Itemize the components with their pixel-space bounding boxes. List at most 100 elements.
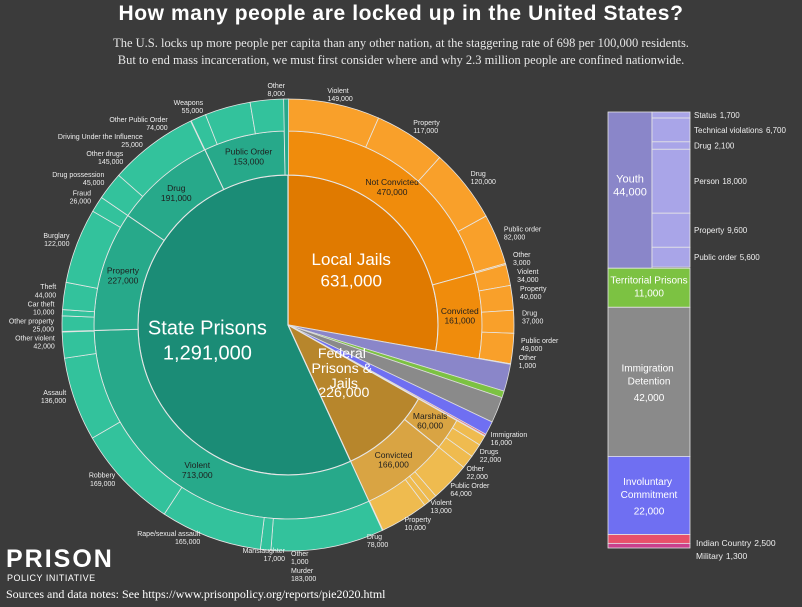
outer-label-name: Drug <box>522 311 537 318</box>
column-sub-label: Public order 5,600 <box>694 253 760 262</box>
outer-label-value: 49,000 <box>521 346 543 353</box>
column-sub-name: Technical violations <box>694 126 763 135</box>
outer-label-name: Fraud <box>73 191 91 198</box>
outer-label-name: Driving Under the Influence <box>58 134 143 141</box>
outer-label: Theft 44,000 <box>35 284 57 299</box>
outer-label-name: Other <box>267 83 285 90</box>
outer-label-value: 82,000 <box>504 234 526 241</box>
outer-label: Drug possession 45,000 <box>52 172 104 187</box>
outer-label: Other 1,000 <box>291 551 309 566</box>
outer-label-name: Property <box>405 517 432 524</box>
column-label: Indian Country 2,500 <box>696 538 776 548</box>
column-block <box>607 267 691 308</box>
outer-label: Robbery 169,000 <box>89 473 116 488</box>
outer-label-value: 145,000 <box>98 159 123 166</box>
outer-label-value: 78,000 <box>367 542 389 549</box>
outer-label-value: 25,000 <box>121 142 143 149</box>
logo-subtitle: POLICY INITIATIVE <box>7 573 96 583</box>
outer-label-value: 34,000 <box>517 277 539 284</box>
column-value: 42,000 <box>634 393 665 404</box>
column-block <box>607 542 691 549</box>
column-sub-block <box>651 111 691 119</box>
outer-label-name: Other Public Order <box>109 117 168 124</box>
outer-label-value: 8,000 <box>267 91 285 98</box>
column-sub-name: Public order <box>694 253 737 262</box>
outer-label-name: Immigration <box>491 432 528 439</box>
ring-label-name: Drug <box>167 183 186 193</box>
chart-subtitle: The U.S. locks up more people per capita… <box>113 36 689 50</box>
outer-label-name: Other drugs <box>86 151 123 158</box>
outer-label-value: 120,000 <box>471 179 496 186</box>
outer-label-value: 16,000 <box>491 440 513 447</box>
source-note: Sources and data notes: See https://www.… <box>6 587 386 601</box>
ring-label: Property 227,000 <box>107 266 140 286</box>
outer-label: Public Order 64,000 <box>450 483 490 498</box>
outer-label-name: Weapons <box>174 100 204 107</box>
column-sub-label: Status 1,700 <box>694 111 740 120</box>
outer-label-value: 55,000 <box>182 108 204 115</box>
column-value: 11,000 <box>634 289 664 300</box>
column-sub-block <box>651 141 691 150</box>
outer-label: Other 1,000 <box>519 355 537 370</box>
outer-label-name: Property <box>520 286 547 293</box>
outer-label-value: 3,000 <box>513 260 531 267</box>
outer-label: Violent 149,000 <box>327 88 352 103</box>
outer-label: Other 3,000 <box>513 252 531 267</box>
ring-label: Drug 191,000 <box>161 183 192 203</box>
ring-label-name: Marshals <box>413 411 447 421</box>
outer-label-value: 165,000 <box>175 539 200 546</box>
outer-segment <box>249 98 286 135</box>
column-sub-label: Person 18,000 <box>694 177 747 186</box>
wedge-label: State Prisons <box>148 318 267 340</box>
outer-label-value: 26,000 <box>70 199 92 206</box>
outer-label-name: Drug <box>471 171 486 178</box>
column-sub-value: 6,700 <box>766 126 787 135</box>
column-sub-block <box>651 117 691 143</box>
outer-segment <box>481 309 515 334</box>
outer-label-value: 45,000 <box>83 180 105 187</box>
outer-label: Drugs 22,000 <box>480 449 502 464</box>
column-sub-label: Property 9,600 <box>694 226 748 235</box>
column-name: Military <box>696 551 724 561</box>
ring-label-value: 713,000 <box>182 470 213 480</box>
chart-title: How many people are locked up in the Uni… <box>118 2 683 25</box>
outer-label-name: Car theft <box>28 301 55 308</box>
outer-label-name: Drugs <box>480 449 499 456</box>
column-sub-value: 5,600 <box>740 253 761 262</box>
ring-label-name: Public Order <box>225 147 272 157</box>
outer-label-name: Other <box>291 551 309 558</box>
column-sub-label: Drug 2,100 <box>694 142 735 151</box>
ring-segment <box>283 98 290 176</box>
column-value: 1,300 <box>726 551 748 561</box>
outer-label-name: Rape/sexual assault <box>137 531 200 538</box>
outer-label-value: 10,000 <box>33 309 55 316</box>
column-sub-block <box>651 246 691 268</box>
outer-label: Car theft 10,000 <box>28 301 55 316</box>
outer-label-value: 169,000 <box>90 481 115 488</box>
outer-label-name: Robbery <box>89 473 116 480</box>
logo: PRISON <box>6 545 114 573</box>
column-block <box>607 455 691 535</box>
ring-label-name: Convicted <box>375 450 413 460</box>
outer-label: Rape/sexual assault 165,000 <box>137 531 200 546</box>
outer-label: Other property 25,000 <box>9 318 55 333</box>
outer-label: Other violent 42,000 <box>15 335 55 350</box>
outer-label: Weapons 55,000 <box>174 100 204 115</box>
outer-label-name: Other property <box>9 318 55 325</box>
ring-label-value: 161,000 <box>444 316 475 326</box>
outer-label-name: Public Order <box>450 483 490 490</box>
outer-label-name: Violent <box>430 500 451 507</box>
ring-label-name: Violent <box>184 460 210 470</box>
wedge-value: 631,000 <box>321 271 382 290</box>
outer-label-value: 25,000 <box>33 326 55 333</box>
wedge-value: 226,000 <box>318 385 369 401</box>
ring-label: Convicted 161,000 <box>441 306 479 326</box>
outer-label: Burglary 122,000 <box>43 233 70 248</box>
outer-label: Other Public Order 74,000 <box>109 117 168 132</box>
column-sub-name: Status <box>694 111 717 120</box>
outer-label: Public order 49,000 <box>521 338 559 353</box>
outer-label-name: Other <box>513 252 531 259</box>
column-value: 44,000 <box>613 186 647 198</box>
column-label: Involuntary Commitment <box>621 477 678 501</box>
